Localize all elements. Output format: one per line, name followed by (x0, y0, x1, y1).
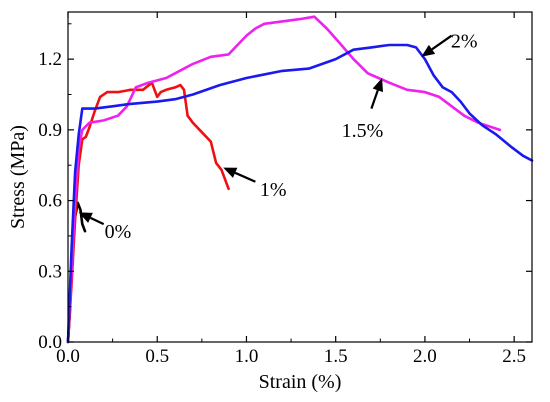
series-line-s15 (66, 15, 502, 344)
x-tick-label: 1.5 (324, 346, 348, 367)
annotation-arrow-a15 (370, 89, 379, 110)
x-tick-label: 2.5 (502, 346, 526, 367)
x-tick-label: 0.0 (56, 346, 80, 367)
ticks-layer: 0.0 0.5 1.0 1.5 2.0 2.5 0.0 0.3 0.6 0.9 1.2 (38, 12, 532, 367)
y-tick-label: 0.0 (38, 332, 62, 353)
annotation-label-a0: 0% (105, 221, 132, 243)
annotation-label-a15: 1.5% (342, 120, 384, 142)
plot-frame (67, 11, 533, 343)
x-tick-label: 2.0 (413, 346, 437, 367)
y-tick-label: 0.3 (38, 261, 62, 282)
y-axis-title: Stress (MPa) (7, 125, 29, 229)
y-tick-label: 0.9 (38, 120, 62, 141)
x-axis-title: Strain (%) (259, 371, 342, 393)
annotation-arrow-a0 (89, 216, 105, 226)
series-layer (66, 15, 534, 344)
annotation-layer: 0% 1% 1.5% 2% (78, 30, 478, 243)
axes-layer (67, 11, 533, 343)
annotation-label-a2: 2% (451, 30, 478, 52)
annotation-arrow-a2 (431, 34, 453, 51)
y-tick-label: 1.2 (38, 49, 62, 70)
x-tick-label: 1.0 (235, 346, 259, 367)
annotation-label-a1: 1% (260, 179, 287, 201)
x-tick-label: 0.5 (145, 346, 169, 367)
series-line-s2 (66, 43, 534, 344)
y-tick-label: 0.6 (38, 191, 62, 212)
annotation-arrowhead-a0 (78, 212, 93, 223)
annotation-arrow-a1 (234, 171, 256, 183)
annotation-arrowhead-a1 (223, 167, 238, 178)
annotation-arrowhead-a15 (372, 78, 383, 93)
annotation-arrowhead-a2 (421, 44, 436, 57)
